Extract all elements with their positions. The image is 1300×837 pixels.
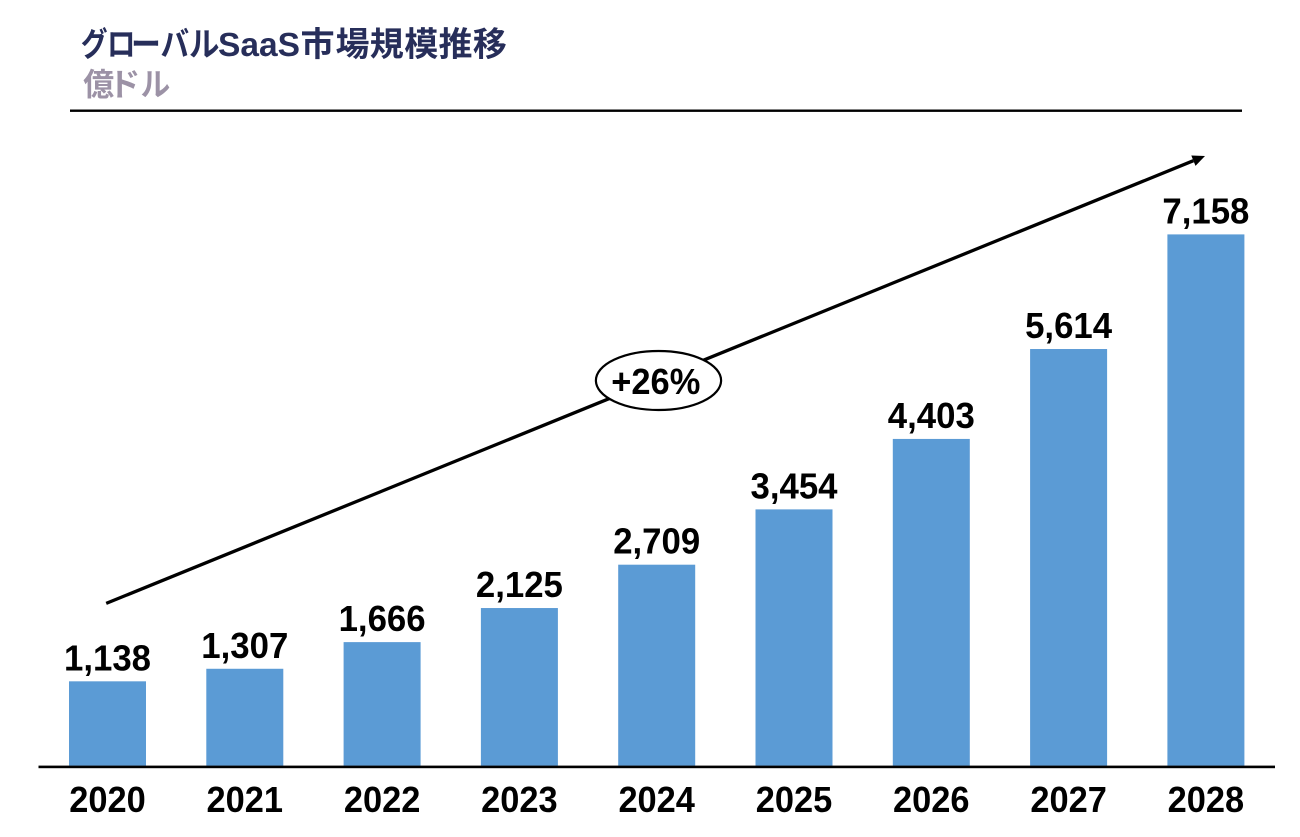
svg-text:2023: 2023: [481, 779, 558, 820]
svg-text:+26%: +26%: [611, 361, 700, 402]
svg-text:2026: 2026: [893, 779, 970, 820]
svg-text:2021: 2021: [207, 779, 284, 820]
svg-text:2022: 2022: [344, 779, 421, 820]
svg-text:1,666: 1,666: [339, 598, 426, 639]
svg-text:2020: 2020: [69, 779, 146, 820]
svg-text:2024: 2024: [618, 779, 695, 820]
svg-text:2028: 2028: [1168, 779, 1245, 820]
svg-text:3,454: 3,454: [751, 465, 838, 506]
svg-text:2,709: 2,709: [613, 521, 700, 562]
svg-text:1,307: 1,307: [201, 625, 288, 666]
svg-text:2027: 2027: [1030, 779, 1107, 820]
svg-text:2,125: 2,125: [476, 564, 563, 605]
svg-text:1,138: 1,138: [64, 637, 151, 678]
svg-text:5,614: 5,614: [1025, 305, 1112, 346]
svg-text:2025: 2025: [756, 779, 833, 820]
svg-text:7,158: 7,158: [1162, 190, 1249, 231]
svg-text:4,403: 4,403: [888, 395, 975, 436]
